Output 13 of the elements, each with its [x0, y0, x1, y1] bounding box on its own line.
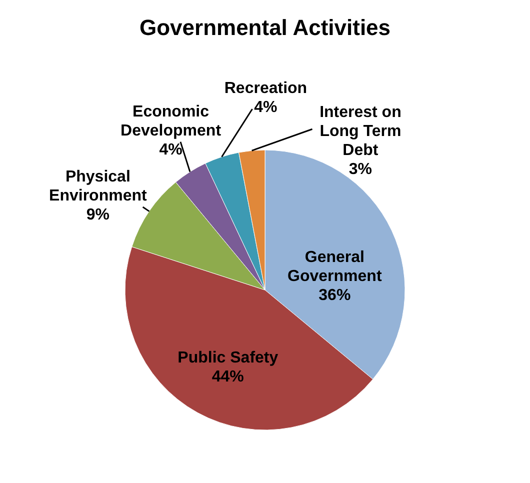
slice-label: General Government — [288, 249, 382, 286]
data-label: 36% — [318, 287, 351, 304]
data-label: 4% — [254, 99, 278, 116]
data-label: 4% — [159, 141, 182, 158]
data-label: 44% — [212, 368, 244, 386]
data-label: 9% — [86, 206, 110, 224]
slice-label: Economic Development — [120, 103, 222, 140]
chart-title: Governmental Activities — [139, 15, 391, 40]
data-label: 3% — [348, 160, 372, 178]
slice-label: Recreation — [224, 80, 308, 97]
slice-label: Physical Environment — [49, 168, 148, 204]
slice-label: Interest on Long Term Debt — [320, 104, 402, 159]
slice-label: Public Safety — [178, 349, 278, 366]
